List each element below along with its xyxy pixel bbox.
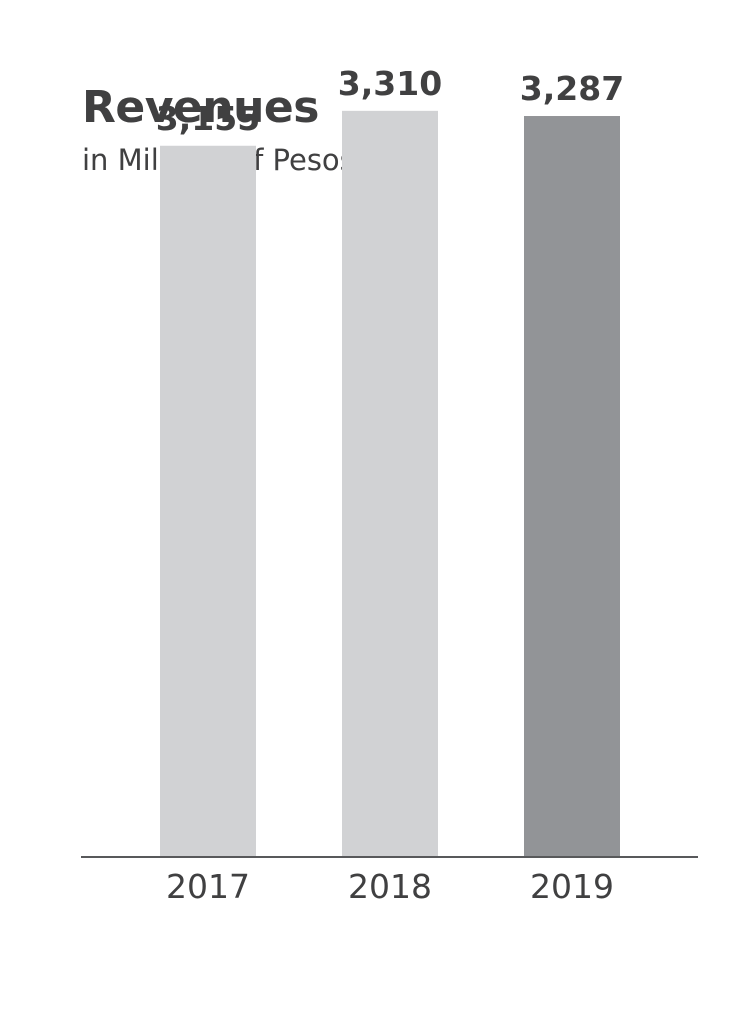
bar-2019 [524,116,620,857]
x-tick-label-2019: 2019 [530,867,614,906]
x-tick-label-2017: 2017 [166,867,250,906]
x-tick-label-2018: 2018 [348,867,432,906]
chart-title: Revenues [82,82,319,133]
value-label-2018: 3,310 [338,64,442,103]
value-label-2019: 3,287 [520,69,624,108]
bar-2018 [342,110,438,858]
labels-group: 3,155 2017 3,310 2018 3,287 2019 [156,64,624,906]
value-label-2017: 3,155 [156,99,260,138]
bars-group [160,110,620,858]
bar-2017 [160,145,256,858]
